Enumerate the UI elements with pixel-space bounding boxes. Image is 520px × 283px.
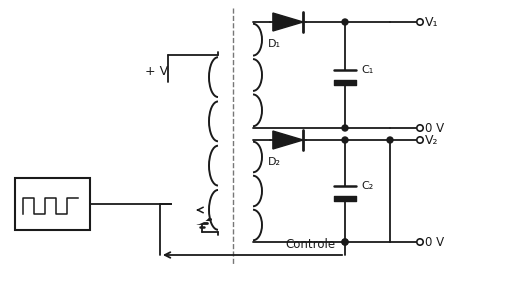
Circle shape xyxy=(173,184,213,224)
Text: 0 V: 0 V xyxy=(425,121,444,134)
Text: V₁: V₁ xyxy=(425,16,438,29)
Text: Controle: Controle xyxy=(285,238,335,251)
Bar xyxy=(15,178,90,230)
Text: + V: + V xyxy=(145,65,168,78)
Text: C₁: C₁ xyxy=(361,65,373,75)
Circle shape xyxy=(417,125,423,131)
Text: 0 V: 0 V xyxy=(425,235,444,248)
Circle shape xyxy=(342,19,348,25)
Text: C₂: C₂ xyxy=(361,181,373,191)
Circle shape xyxy=(387,137,393,143)
Text: V₂: V₂ xyxy=(425,134,438,147)
Circle shape xyxy=(417,239,423,245)
Text: D₁: D₁ xyxy=(267,39,280,49)
Circle shape xyxy=(342,137,348,143)
Polygon shape xyxy=(273,13,303,31)
Circle shape xyxy=(417,19,423,25)
Circle shape xyxy=(417,137,423,143)
Circle shape xyxy=(342,239,348,245)
Circle shape xyxy=(342,125,348,131)
Circle shape xyxy=(342,239,348,245)
Polygon shape xyxy=(273,131,303,149)
Text: D₂: D₂ xyxy=(267,157,280,167)
